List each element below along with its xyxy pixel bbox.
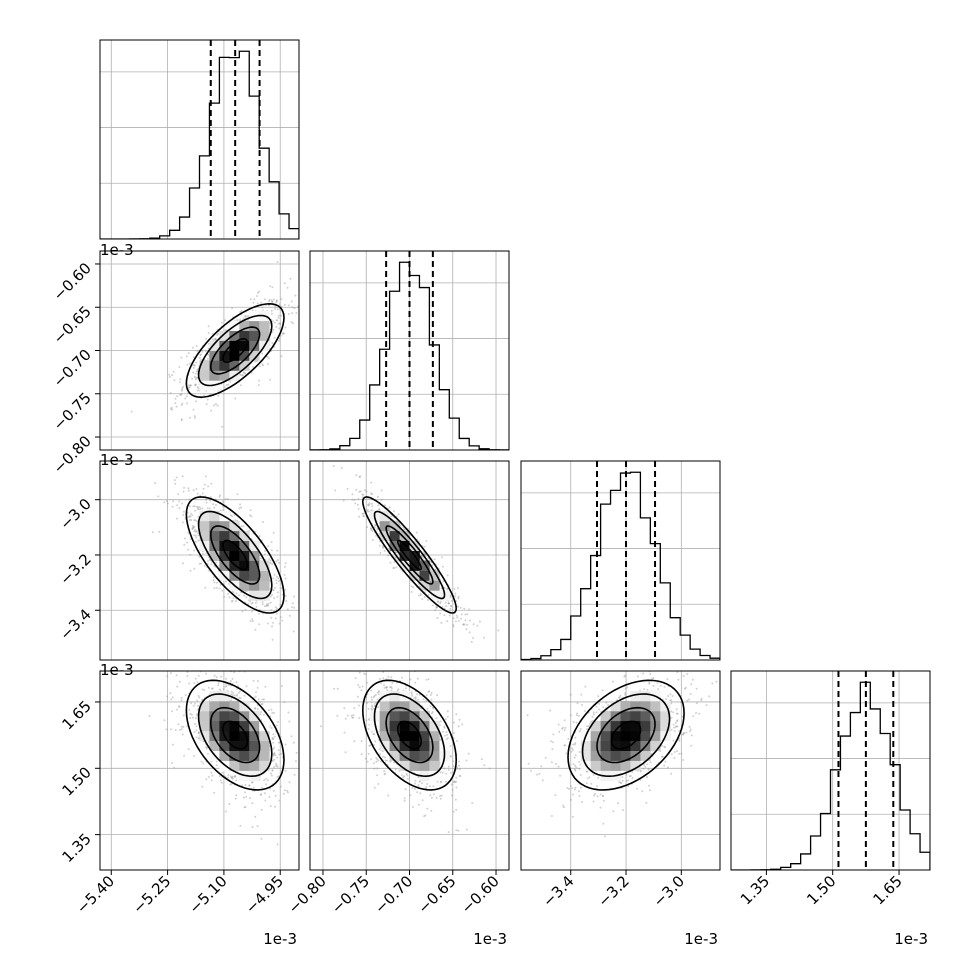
contour-1-0-3 [185,302,285,399]
panel-1-0 [99,250,300,451]
axes-frame-2-0 [99,460,300,661]
axes-frame-3-2 [520,670,721,871]
panels [99,39,931,871]
axes-frame-0-0 [99,39,300,240]
axes-frame-2-1 [309,460,510,661]
contour-3-1-1 [385,706,434,764]
x-exponent-label-3: 1e-3 [894,930,928,948]
contour-2-1-3 [361,496,458,614]
axes-frame-3-0 [99,670,300,871]
axes-frame-3-3 [730,670,931,871]
contour-2-0-2 [197,510,273,600]
contour-3-2-1 [596,706,656,764]
contour-3-0-1 [209,706,261,764]
x-exponent-label-1: 1e-3 [473,930,507,948]
panel-0-0 [99,39,300,240]
contour-1-0-1 [209,326,261,375]
contour-2-1-2 [373,510,446,600]
contour-3-2-2 [581,693,671,778]
y-exponent-label-2: 1e-3 [100,451,134,469]
panel-2-2 [520,460,721,661]
contour-3-0-3 [185,679,285,791]
histogram-1 [310,261,509,450]
axes-frame-2-2 [520,460,721,661]
panel-3-0 [99,670,300,871]
density-2-0 [199,510,270,601]
y-exponent-label-3: 1e-3 [100,661,134,679]
axes-frame-1-1 [309,250,510,451]
contour-1-0-2 [197,314,273,387]
contour-1-0-0 [222,337,249,364]
panel-3-1 [309,670,510,871]
panel-3-2 [520,670,721,871]
x-exponent-label-0: 1e-3 [263,930,297,948]
contour-2-1-0 [396,539,423,571]
panel-2-1 [309,460,510,661]
histogram-2 [521,471,720,660]
contour-3-0-2 [197,693,273,778]
contour-2-0-1 [209,525,261,585]
panel-2-0 [99,460,300,661]
contour-3-2-0 [610,720,642,750]
panel-1-1 [309,250,510,451]
contour-2-0-3 [185,496,285,614]
contour-3-1-2 [373,693,446,778]
contour-2-1-1 [385,525,434,585]
contour-3-1-3 [361,679,458,791]
contour-3-1-0 [396,720,423,750]
x-exponent-label-2: 1e-3 [684,930,718,948]
contour-2-0-0 [222,539,249,571]
y-exponent-label-1: 1e-3 [100,241,134,259]
panel-3-3 [730,670,931,871]
contour-3-2-3 [567,679,685,791]
contour-3-0-0 [222,720,249,750]
density-3-2 [580,690,671,781]
